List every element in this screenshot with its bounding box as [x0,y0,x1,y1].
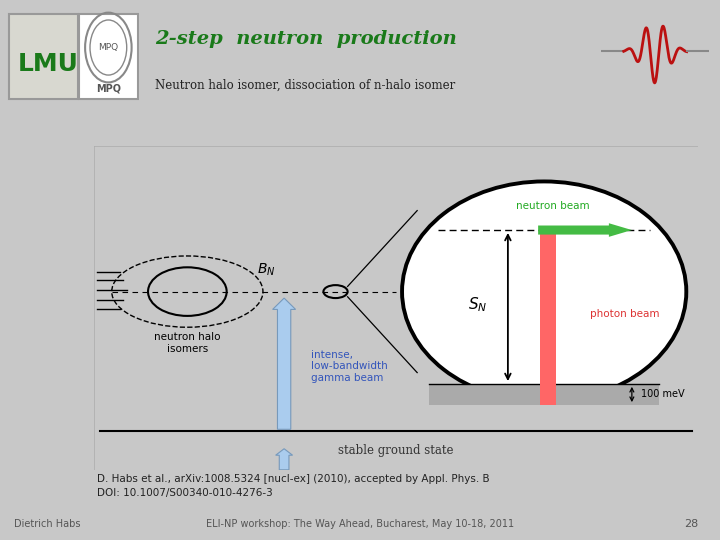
Text: MPQ: MPQ [99,43,118,52]
Text: 2-step  neutron  production: 2-step neutron production [155,30,456,48]
Text: DOI: 10.1007/S00340-010-4276-3: DOI: 10.1007/S00340-010-4276-3 [97,488,273,498]
Text: Neutron halo isomer, dissociation of n-halo isomer: Neutron halo isomer, dissociation of n-h… [155,78,455,91]
Text: Dietrich Habs: Dietrich Habs [14,519,81,529]
FancyBboxPatch shape [79,15,138,99]
Text: photon beam: photon beam [590,309,659,319]
FancyArrow shape [276,449,292,470]
Text: stable ground state: stable ground state [338,444,454,457]
Text: ELI-NP workshop: The Way Ahead, Bucharest, May 10-18, 2011: ELI-NP workshop: The Way Ahead, Buchares… [206,519,514,529]
Text: 28: 28 [684,519,698,529]
Text: neutron beam: neutron beam [516,201,590,211]
Text: 100 meV: 100 meV [641,389,685,399]
Ellipse shape [402,181,686,402]
Text: LMU: LMU [18,52,79,76]
Text: neutron halo
isomers: neutron halo isomers [154,332,220,354]
Bar [429,384,659,405]
Bar [540,230,556,405]
Text: D. Habs et al., arXiv:1008.5324 [nucl-ex] (2010), accepted by Appl. Phys. B: D. Habs et al., arXiv:1008.5324 [nucl-ex… [97,474,490,484]
FancyArrow shape [538,223,632,237]
FancyArrow shape [273,298,296,429]
Text: $B_N$: $B_N$ [257,262,275,278]
FancyBboxPatch shape [9,15,78,99]
Text: intense,
low-bandwidth
gamma beam: intense, low-bandwidth gamma beam [311,349,388,383]
Text: $S_N$: $S_N$ [468,295,487,314]
Text: MPQ: MPQ [96,84,121,94]
